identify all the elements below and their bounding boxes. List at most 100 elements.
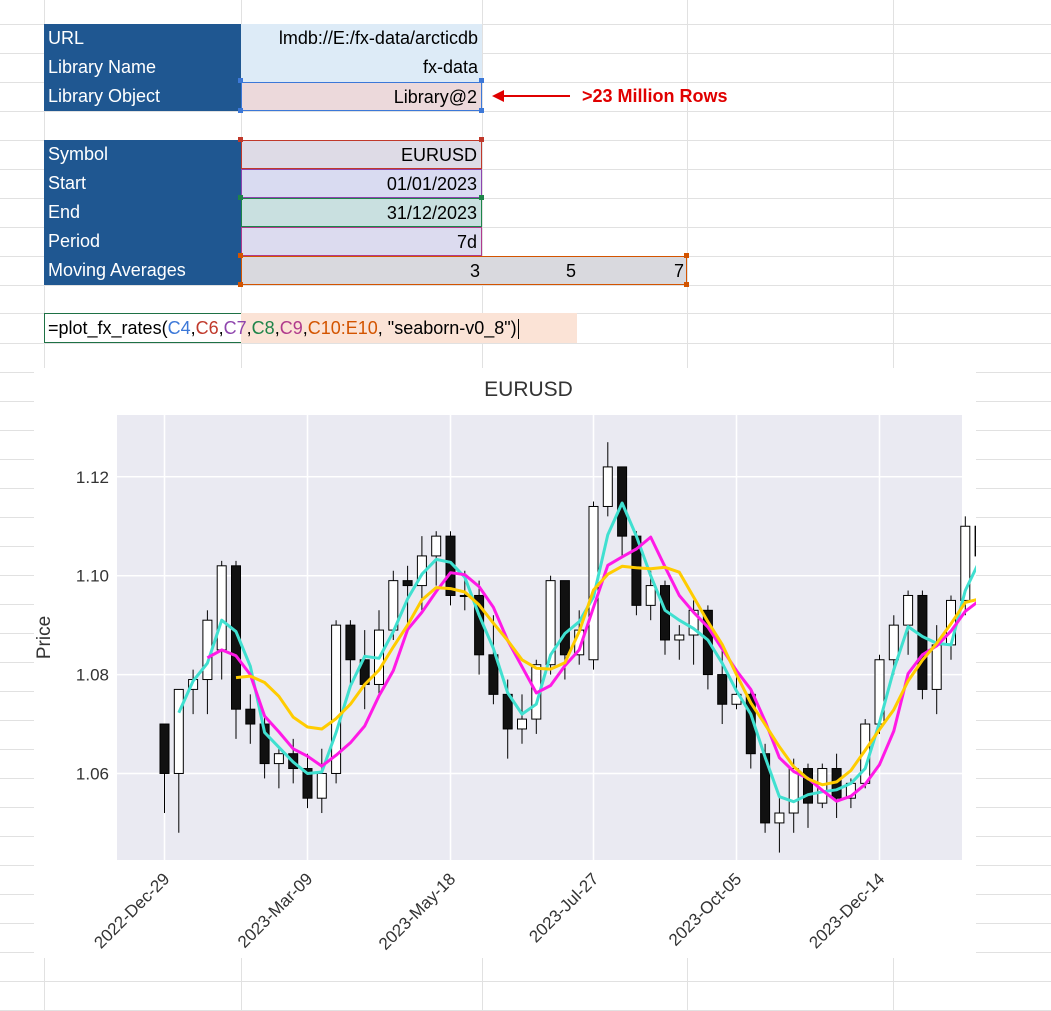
candle-body [717, 674, 728, 705]
row-gridline [0, 981, 1051, 982]
moving-average-line [206, 535, 981, 803]
selection-handle[interactable] [238, 253, 243, 258]
candle-body [302, 768, 313, 799]
moving-average-line [177, 501, 981, 804]
formula-ref: C4 [167, 318, 191, 338]
label-url: URL [44, 24, 241, 53]
candle-body [974, 525, 985, 557]
y-tick-label: 1.12 [76, 468, 109, 487]
cell-ma-5[interactable]: 5 [565, 261, 576, 281]
x-tick-label: 2023-May-18 [375, 869, 459, 953]
candle-body [888, 624, 899, 661]
formula-separator: , [274, 318, 280, 338]
candle-body [545, 580, 556, 666]
row-gridline [0, 111, 1051, 112]
selection-handle[interactable] [479, 195, 484, 200]
formula-ref: C9 [279, 318, 303, 338]
candle-body [273, 753, 284, 765]
candle-body [402, 580, 413, 587]
selection-handle[interactable] [479, 137, 484, 142]
y-axis-label: Price [34, 616, 55, 659]
row-gridline [0, 198, 1051, 199]
candle-body [488, 654, 499, 695]
cell-start[interactable]: 01/01/2023 [241, 169, 482, 198]
candle-body [559, 580, 570, 656]
label-library-object: Library Object [44, 82, 241, 111]
candle-body [960, 525, 971, 601]
formula-suffix: , "seaborn-v0_8") [377, 318, 517, 338]
formula-ref: C8 [251, 318, 275, 338]
row-gridline [0, 343, 1051, 344]
annotation-rows: >23 Million Rows [582, 86, 728, 106]
formula-separator: , [246, 318, 252, 338]
x-tick-label: 2023-Oct-05 [665, 869, 745, 949]
candle-body [231, 565, 241, 710]
selection-handle[interactable] [479, 78, 484, 83]
candle-body [774, 812, 785, 824]
cell-library-object[interactable]: Library@2 [241, 82, 482, 111]
y-tick-label: 1.08 [76, 666, 109, 685]
candle-body [602, 466, 613, 507]
candle-body [331, 624, 342, 774]
cell-url[interactable]: lmdb://E:/fx-data/arcticdb [241, 24, 482, 53]
candle-body [345, 624, 356, 661]
y-tick-label: 1.10 [76, 567, 109, 586]
formula-text[interactable]: =plot_fx_rates(C4,C6,C7,C8,C9,C10:E10, "… [48, 313, 519, 343]
cell-ma-3[interactable]: 3 [469, 261, 480, 281]
formula-prefix: =plot_fx_rates( [48, 318, 168, 338]
formula-ref: C7 [223, 318, 247, 338]
selection-handle[interactable] [238, 195, 243, 200]
chart-container: 2022-Dec-29 2023-Mar-09 2023-May-18 2023-Ju… [34, 368, 985, 958]
x-tick-label: 2023-Jul-27 [525, 869, 602, 946]
formula-separator: , [302, 318, 308, 338]
cell-end[interactable]: 31/12/2023 [241, 198, 482, 227]
row-gridline [0, 140, 1051, 141]
candle-body [931, 644, 942, 690]
label-period: Period [44, 227, 241, 256]
x-tick-label: 2022-Dec-29 [90, 869, 173, 952]
candle-body [259, 723, 270, 765]
label-start: Start [44, 169, 241, 198]
chart-title: EURUSD [484, 378, 573, 401]
candle-body [645, 585, 656, 606]
candle-body [431, 535, 442, 557]
row-gridline [0, 53, 1051, 54]
cell-ma-7[interactable]: 7 [673, 261, 684, 281]
text-cursor [517, 319, 519, 340]
x-tick-label: 2023-Mar-09 [234, 869, 316, 951]
candle-body [316, 772, 327, 799]
row-gridline [0, 24, 1051, 25]
selection-handle[interactable] [238, 78, 243, 83]
label-library-name: Library Name [44, 53, 241, 82]
formula-cell[interactable]: =plot_fx_rates(C4,C6,C7,C8,C9,C10:E10, "… [44, 313, 577, 343]
y-tick-label: 1.06 [76, 764, 109, 783]
candle-body [788, 768, 799, 814]
row-gridline [0, 82, 1051, 83]
cell-range-moving-averages[interactable]: 3 5 7 [241, 256, 687, 285]
formula-ref: C6 [195, 318, 219, 338]
formula-separator: , [218, 318, 224, 338]
candle-body [674, 634, 685, 641]
candlestick-chart: 2022-Dec-29 2023-Mar-09 2023-May-18 2023-Ju… [34, 378, 985, 954]
cell-library-name[interactable]: fx-data [241, 53, 482, 82]
selection-handle[interactable] [684, 253, 689, 258]
x-tick-label: 2023-Dec-14 [805, 869, 888, 952]
selection-handle[interactable] [238, 108, 243, 113]
cell-period[interactable]: 7d [241, 227, 482, 256]
selection-handle[interactable] [684, 282, 689, 287]
label-end: End [44, 198, 241, 227]
candle-body [803, 768, 813, 804]
candle-body [173, 688, 184, 774]
moving-average-line [235, 564, 980, 787]
selection-handle[interactable] [238, 282, 243, 287]
candle-body [245, 708, 256, 725]
cell-symbol[interactable]: EURUSD [241, 140, 482, 169]
candle-body [159, 723, 170, 774]
candle-body [517, 718, 527, 730]
selection-handle[interactable] [479, 108, 484, 113]
formula-overflow-bg [241, 313, 577, 343]
row-gridline [0, 227, 1051, 228]
selection-handle[interactable] [238, 137, 243, 142]
row-gridline [0, 285, 1051, 286]
label-symbol: Symbol [44, 140, 241, 169]
